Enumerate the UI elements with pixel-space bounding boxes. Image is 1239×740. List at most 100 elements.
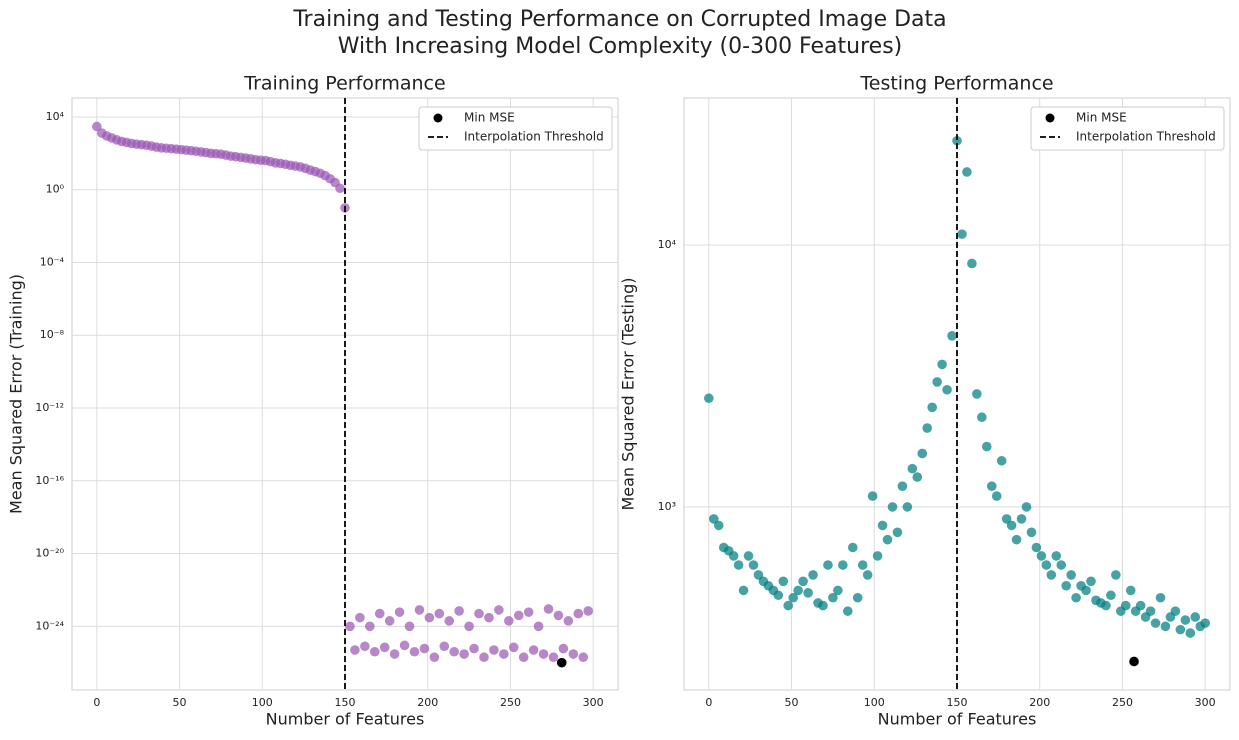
data-point — [1145, 606, 1156, 616]
data-point — [912, 472, 923, 482]
data-point — [1086, 576, 1096, 587]
data-point — [902, 502, 913, 512]
data-point — [952, 135, 962, 146]
data-point — [748, 560, 759, 570]
data-point — [1026, 527, 1037, 538]
data-point — [704, 393, 714, 404]
data-point — [558, 643, 569, 654]
data-point — [1021, 502, 1032, 512]
data-point — [499, 649, 509, 659]
data-point — [1111, 570, 1121, 580]
data-point — [838, 560, 848, 570]
data-point — [429, 652, 440, 663]
y-tick-label: 10⁻¹² — [35, 401, 64, 414]
data-point — [1101, 600, 1111, 611]
data-point — [1160, 621, 1171, 632]
y-tick-label: 10⁻²⁰ — [35, 547, 64, 560]
data-point — [424, 612, 435, 623]
data-point — [887, 502, 898, 512]
data-point — [788, 592, 798, 603]
data-point — [583, 606, 594, 616]
data-point — [862, 570, 873, 580]
data-point — [778, 576, 789, 587]
data-point — [1056, 560, 1067, 570]
data-point — [518, 652, 529, 663]
data-point — [708, 514, 719, 524]
data-point — [972, 389, 982, 399]
data-point — [479, 652, 489, 663]
data-point — [1031, 542, 1042, 553]
data-point — [1200, 618, 1210, 628]
data-point — [459, 649, 469, 659]
data-point — [743, 551, 754, 561]
data-point — [728, 551, 739, 561]
data-point — [783, 600, 794, 611]
x-tick-label: 200 — [1029, 696, 1050, 709]
legend-label: Interpolation Threshold — [464, 130, 604, 144]
data-point — [484, 612, 494, 623]
data-point — [409, 646, 420, 657]
data-point — [1155, 592, 1166, 603]
data-point — [474, 608, 484, 619]
data-point — [852, 592, 863, 603]
data-point — [1071, 592, 1081, 603]
x-tick-label: 100 — [252, 696, 273, 709]
data-point — [1036, 551, 1047, 561]
data-point — [568, 649, 579, 659]
data-point — [563, 616, 574, 626]
data-point — [439, 641, 450, 652]
data-point — [773, 590, 784, 601]
data-point — [1125, 585, 1136, 596]
data-point — [872, 551, 883, 561]
data-point — [1180, 615, 1191, 625]
data-point — [543, 604, 554, 614]
data-point — [892, 527, 903, 538]
data-point — [384, 616, 395, 626]
data-point — [991, 491, 1002, 501]
data-point — [573, 608, 584, 619]
panel-title: Training Performance — [243, 73, 445, 95]
y-axis-label: Mean Squared Error (Testing) — [619, 277, 638, 510]
y-tick-label: 10⁻¹⁶ — [35, 474, 64, 487]
data-point — [967, 258, 977, 269]
data-point — [1001, 514, 1012, 524]
min-point — [556, 657, 567, 668]
data-point — [957, 229, 967, 239]
data-point — [1081, 585, 1091, 596]
data-point — [713, 520, 724, 531]
data-point — [548, 652, 559, 663]
data-point — [867, 491, 878, 501]
data-point — [1041, 560, 1052, 570]
data-point — [533, 621, 544, 632]
y-axis-label: Mean Squared Error (Training) — [7, 274, 26, 514]
data-point — [1120, 600, 1131, 611]
data-point — [1006, 520, 1017, 531]
data-point — [798, 576, 808, 587]
x-tick-label: 150 — [335, 696, 356, 709]
data-point — [1011, 534, 1022, 545]
data-point — [419, 643, 430, 654]
data-point — [345, 621, 355, 632]
y-tick-label: 10⁰ — [46, 183, 65, 196]
data-point — [843, 606, 853, 616]
data-point — [808, 570, 818, 580]
data-point — [469, 643, 479, 654]
suptitle: Training and Testing Performance on Corr… — [292, 7, 946, 32]
data-point — [828, 592, 838, 603]
data-point — [374, 608, 385, 619]
suptitle: With Increasing Model Complexity (0-300 … — [338, 34, 903, 59]
data-point — [1135, 600, 1146, 611]
data-point — [877, 520, 888, 531]
x-tick-label: 150 — [947, 696, 968, 709]
x-tick-label: 100 — [864, 696, 885, 709]
y-tick-label: 10³ — [658, 500, 676, 513]
data-point — [857, 560, 868, 570]
data-point — [1190, 612, 1201, 622]
legend — [1030, 106, 1225, 151]
data-point — [553, 610, 564, 621]
data-point — [513, 610, 524, 621]
data-point — [818, 600, 828, 611]
panel-title: Testing Performance — [859, 73, 1053, 95]
